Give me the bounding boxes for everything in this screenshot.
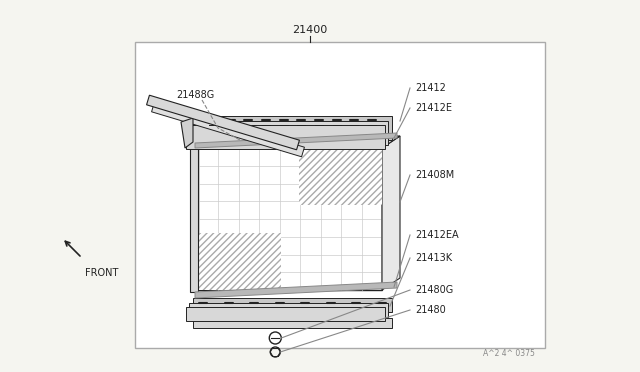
Polygon shape [198, 148, 382, 290]
Text: 21412E: 21412E [415, 103, 452, 113]
Text: 21413K: 21413K [415, 253, 452, 263]
Text: FRONT: FRONT [85, 268, 118, 278]
Text: A^2 4^ 0375: A^2 4^ 0375 [483, 349, 535, 358]
Polygon shape [152, 102, 305, 157]
Polygon shape [186, 307, 385, 321]
Text: 21408M: 21408M [415, 170, 454, 180]
Polygon shape [189, 121, 388, 145]
Polygon shape [181, 118, 193, 148]
Text: 21480: 21480 [415, 305, 445, 315]
Text: 21400: 21400 [292, 25, 328, 35]
Text: 21480G: 21480G [415, 285, 453, 295]
Polygon shape [147, 95, 300, 150]
Polygon shape [190, 146, 198, 292]
Polygon shape [382, 136, 400, 290]
Text: 21412: 21412 [415, 83, 446, 93]
Polygon shape [186, 125, 385, 149]
Polygon shape [300, 148, 382, 205]
Polygon shape [195, 282, 397, 298]
Polygon shape [193, 298, 392, 312]
Text: 21488G: 21488G [176, 90, 214, 100]
Text: 21412EA: 21412EA [415, 230, 459, 240]
Polygon shape [193, 318, 392, 328]
Polygon shape [189, 303, 388, 317]
Polygon shape [198, 233, 281, 290]
Polygon shape [193, 116, 392, 140]
Polygon shape [198, 136, 400, 148]
Polygon shape [135, 42, 545, 348]
Polygon shape [195, 133, 397, 148]
